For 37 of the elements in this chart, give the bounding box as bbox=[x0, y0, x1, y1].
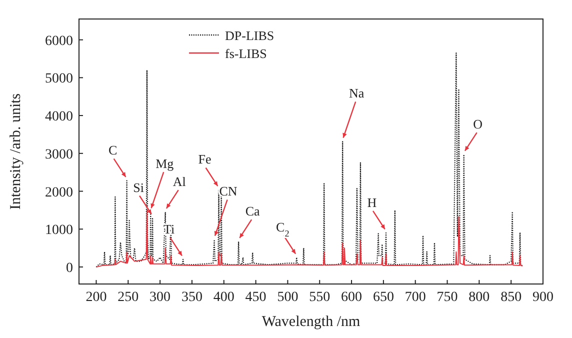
annotation: Al bbox=[172, 174, 186, 190]
x-axis-title: Wavelength /nm bbox=[262, 314, 360, 330]
annotation: C bbox=[108, 142, 118, 158]
annotation: CN bbox=[219, 184, 238, 199]
x-tick-label: 800 bbox=[468, 290, 490, 305]
y-tick-label: 5000 bbox=[45, 72, 73, 87]
x-tick-label: 650 bbox=[372, 290, 394, 305]
y-tick-label: 4000 bbox=[45, 110, 73, 125]
annotation: Si bbox=[133, 180, 144, 195]
x-tick-label: 700 bbox=[404, 290, 426, 305]
y-tick-label: 0 bbox=[66, 260, 73, 276]
annotation: Fe bbox=[198, 152, 212, 167]
x-tick-label: 200 bbox=[86, 290, 107, 305]
y-axis-title: Intensity /arb. units bbox=[8, 93, 24, 210]
x-tick-label: 900 bbox=[532, 290, 554, 305]
y-tick-label: 3000 bbox=[45, 147, 73, 162]
x-tick-label: 550 bbox=[309, 290, 330, 305]
x-tick-label: 300 bbox=[150, 290, 171, 305]
y-tick-label: 1000 bbox=[45, 223, 73, 238]
y-tick-label: 6000 bbox=[45, 34, 73, 49]
annotation: Na bbox=[349, 86, 364, 101]
x-tick-label: 350 bbox=[181, 290, 202, 305]
x-tick-label: 450 bbox=[245, 290, 266, 305]
x-tick-label: 500 bbox=[277, 290, 298, 305]
annotation: H bbox=[367, 194, 377, 210]
x-tick-label: 850 bbox=[500, 290, 522, 305]
x-tick-label: 400 bbox=[213, 290, 234, 305]
annotation: Ca bbox=[245, 204, 260, 219]
x-tick-label: 750 bbox=[436, 290, 458, 305]
x-tick-label: 600 bbox=[341, 290, 362, 305]
annotation: C$_{2}$ bbox=[276, 220, 290, 238]
y-tick-label: 2000 bbox=[45, 185, 73, 200]
annotation: Mg bbox=[156, 156, 174, 172]
legend-label: DP-LIBS bbox=[225, 28, 274, 43]
legend-label: fs-LIBS bbox=[225, 46, 267, 61]
annotation: O bbox=[473, 116, 483, 132]
x-tick-label: 250 bbox=[118, 290, 139, 305]
